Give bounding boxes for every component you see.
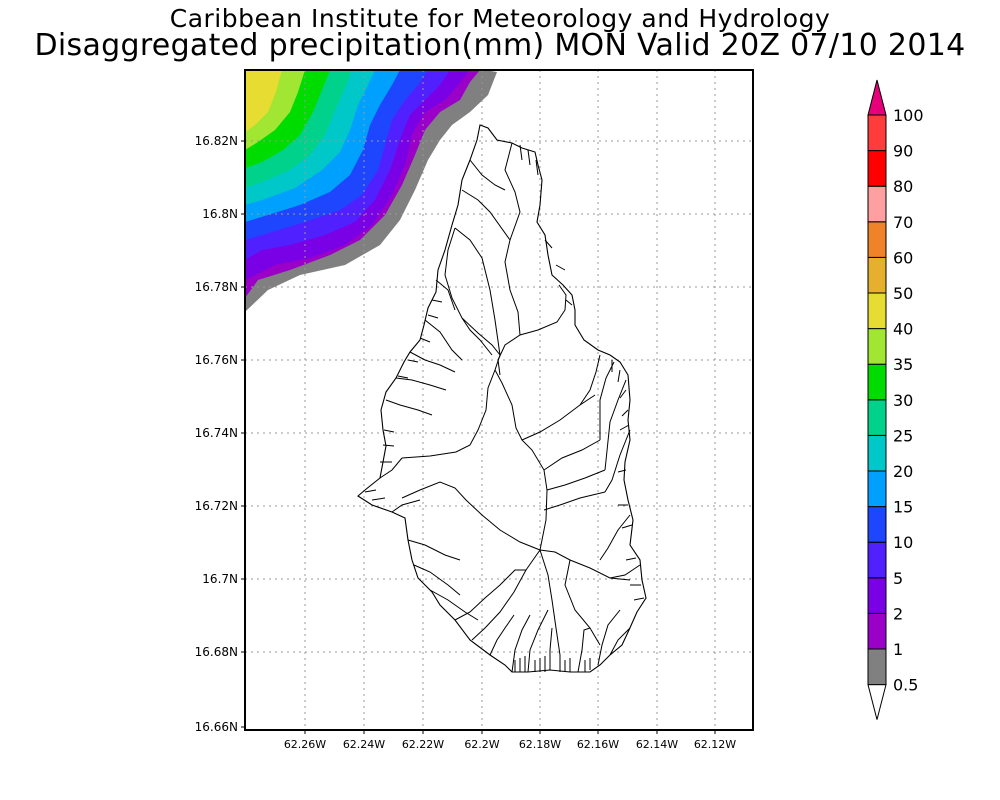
colorbar-label: 80	[893, 177, 913, 196]
colorbar-swatch	[867, 434, 887, 472]
lon-label: 62.22W	[402, 738, 444, 751]
colorbar-label: 35	[893, 355, 913, 374]
colorbar-swatch	[867, 150, 887, 187]
chart-subtitle: Disaggregated precipitation(mm) MON Vali…	[34, 28, 966, 63]
latitude-labels: 16.82N 16.8N 16.78N 16.76N 16.74N 16.72N 16.7N…	[195, 134, 245, 734]
colorbar-swatch	[867, 612, 887, 650]
lon-label: 62.14W	[636, 738, 678, 751]
island-outline	[357, 124, 647, 673]
colorbar-swatch	[867, 399, 887, 436]
colorbar-label: 90	[893, 142, 913, 161]
colorbar-label: 0.5	[893, 676, 918, 695]
colorbar-swatch	[867, 577, 887, 614]
colorbar-label: 50	[893, 284, 913, 303]
colorbar-label: 100	[893, 106, 924, 125]
lon-label: 62.12W	[694, 738, 736, 751]
lat-label: 16.66N	[195, 720, 238, 734]
precip-band	[245, 70, 250, 90]
lat-label: 16.8N	[202, 207, 238, 221]
colorbar-label: 5	[893, 569, 903, 588]
colorbar-label: 1	[893, 640, 903, 659]
colorbar-swatch	[867, 470, 887, 508]
lat-label: 16.76N	[195, 353, 238, 367]
colorbar-top-arrow	[867, 79, 887, 116]
lat-label: 16.74N	[195, 426, 238, 440]
colorbar-label: 20	[893, 462, 913, 481]
lat-label: 16.7N	[202, 572, 238, 586]
lat-label: 16.78N	[195, 280, 238, 294]
lon-label: 62.16W	[577, 738, 619, 751]
colorbar-swatch	[867, 506, 887, 543]
precip-band	[245, 70, 262, 112]
colorbar-swatch	[867, 185, 887, 223]
lon-label: 62.18W	[519, 738, 561, 751]
lon-label: 62.26W	[284, 738, 326, 751]
colorbar-label: 60	[893, 248, 913, 267]
lat-label: 16.72N	[195, 499, 238, 513]
colorbar-label: 15	[893, 498, 913, 517]
colorbar-label: 25	[893, 426, 913, 445]
colorbar-swatch	[867, 648, 887, 686]
lon-label: 62.2W	[464, 738, 499, 751]
colorbar-swatch	[867, 541, 887, 579]
lat-label: 16.82N	[195, 134, 238, 148]
colorbar-label: 10	[893, 533, 913, 552]
colorbar-label: 40	[893, 320, 913, 339]
longitude-labels: 62.26W 62.24W 62.22W 62.2W 62.18W 62.16W 62.14…	[284, 730, 736, 751]
colorbar-label: 70	[893, 213, 913, 232]
colorbar-swatch	[867, 363, 887, 401]
map-grid	[245, 70, 753, 730]
colorbar-swatch	[867, 221, 887, 258]
colorbar-swatch	[867, 114, 887, 152]
map-frame	[244, 69, 754, 731]
lat-label: 16.68N	[195, 645, 238, 659]
colorbar-label: 2	[893, 604, 903, 623]
precip-contour-bands	[245, 70, 497, 312]
colorbar-swatch	[867, 292, 887, 330]
lon-label: 62.24W	[343, 738, 385, 751]
colorbar-bottom-arrow	[867, 684, 887, 720]
watershed-lines	[364, 142, 645, 673]
colorbar-swatch	[867, 256, 887, 294]
chart-title: Caribbean Institute for Meteorology and …	[169, 4, 831, 33]
colorbar-swatch	[867, 328, 887, 365]
colorbar-label: 30	[893, 391, 913, 410]
